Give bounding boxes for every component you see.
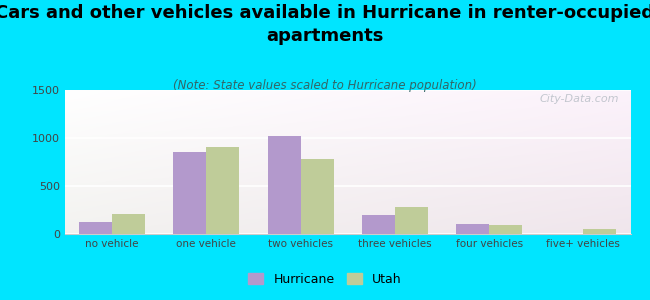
Bar: [79, 223, 112, 234]
Bar: [207, 147, 239, 234]
Bar: [362, 215, 395, 234]
Bar: [268, 136, 300, 234]
Bar: [300, 159, 333, 234]
Text: Cars and other vehicles available in Hurricane in renter-occupied
apartments: Cars and other vehicles available in Hur…: [0, 4, 650, 45]
Bar: [112, 214, 145, 234]
Bar: [489, 225, 522, 234]
Text: City-Data.com: City-Data.com: [540, 94, 619, 104]
Text: (Note: State values scaled to Hurricane population): (Note: State values scaled to Hurricane …: [173, 80, 477, 92]
Bar: [395, 207, 428, 234]
Bar: [456, 224, 489, 234]
Legend: Hurricane, Utah: Hurricane, Utah: [243, 268, 407, 291]
Bar: [174, 152, 207, 234]
Bar: [584, 229, 616, 234]
